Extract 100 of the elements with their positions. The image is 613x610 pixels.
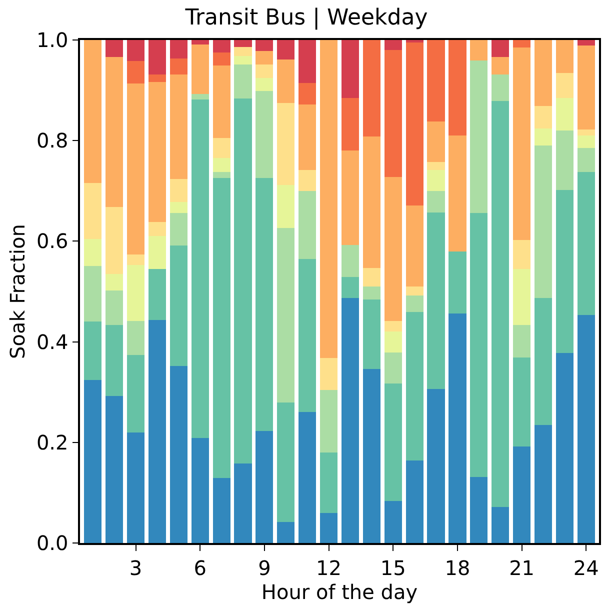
bar xyxy=(320,452,338,513)
bar xyxy=(427,389,445,543)
bar xyxy=(577,46,595,130)
bar xyxy=(384,40,402,50)
bar xyxy=(534,128,552,146)
bar xyxy=(84,40,102,183)
bar xyxy=(577,136,595,148)
bar xyxy=(470,213,488,478)
bar xyxy=(126,432,145,543)
bar xyxy=(384,50,402,177)
bar xyxy=(406,40,424,43)
bar xyxy=(148,82,166,222)
bar xyxy=(277,40,295,60)
bar xyxy=(298,82,316,104)
bar xyxy=(256,430,274,543)
bar xyxy=(84,322,102,380)
bar xyxy=(470,60,488,214)
bar xyxy=(148,40,166,75)
bar xyxy=(577,40,595,46)
bar xyxy=(212,66,230,138)
bar xyxy=(470,40,488,61)
bar xyxy=(362,300,380,369)
x-tick-label: 24 xyxy=(573,556,599,580)
bar xyxy=(106,325,124,396)
bar xyxy=(513,325,531,358)
bar xyxy=(513,446,531,543)
bar xyxy=(406,296,424,312)
bar xyxy=(277,522,295,543)
bar xyxy=(384,352,402,384)
bar xyxy=(534,146,552,298)
bar xyxy=(492,506,510,543)
y-tick-label: 0.8 xyxy=(36,128,68,153)
x-axis-title: Hour of the day xyxy=(261,580,418,604)
bar xyxy=(126,40,145,62)
bar xyxy=(448,136,466,252)
y-tick-label: 0.0 xyxy=(36,531,68,555)
x-tick-label: 18 xyxy=(444,556,470,580)
bar xyxy=(341,98,360,151)
bar xyxy=(362,368,380,543)
bar xyxy=(212,158,230,172)
bar xyxy=(320,358,338,390)
bar xyxy=(277,228,295,403)
bar xyxy=(170,366,188,543)
bar xyxy=(320,40,338,358)
bar xyxy=(126,354,145,432)
bar xyxy=(298,190,316,259)
bar xyxy=(534,40,552,106)
bar xyxy=(234,98,252,464)
bar xyxy=(448,314,466,543)
bar xyxy=(106,207,124,274)
bar xyxy=(298,40,316,83)
bar xyxy=(513,48,531,240)
bar xyxy=(126,61,145,84)
bar xyxy=(556,73,574,98)
bar xyxy=(277,60,295,103)
bar xyxy=(234,56,252,65)
bar xyxy=(384,176,402,322)
bar xyxy=(577,130,595,136)
bar xyxy=(170,202,188,214)
bar xyxy=(556,98,574,131)
bar xyxy=(513,40,531,48)
bar xyxy=(577,172,595,316)
bar xyxy=(148,222,166,236)
bar xyxy=(212,172,230,178)
bar xyxy=(427,40,445,122)
bar xyxy=(577,315,595,543)
bar xyxy=(148,236,166,269)
bar xyxy=(534,298,552,425)
bar xyxy=(256,78,274,91)
bar xyxy=(384,332,402,352)
bar xyxy=(513,268,531,326)
bar xyxy=(126,254,145,265)
bar xyxy=(406,286,424,296)
bar xyxy=(212,52,230,66)
bar xyxy=(427,190,445,213)
bar xyxy=(170,58,188,75)
bar xyxy=(170,74,188,179)
bar xyxy=(212,178,230,478)
bar xyxy=(427,162,445,170)
bar xyxy=(362,136,380,268)
bar xyxy=(126,83,145,254)
bar xyxy=(513,240,531,269)
bar xyxy=(256,64,274,78)
bar xyxy=(191,40,209,45)
bar xyxy=(277,102,295,185)
bar xyxy=(148,320,166,543)
bar xyxy=(406,205,424,286)
bar xyxy=(577,148,595,172)
bar xyxy=(148,74,166,82)
bar xyxy=(106,290,124,326)
bar xyxy=(427,212,445,390)
bar xyxy=(106,396,124,543)
bar xyxy=(341,40,360,98)
bar xyxy=(191,94,209,100)
y-tick-label: 0.6 xyxy=(36,229,68,254)
bar xyxy=(212,138,230,158)
bar xyxy=(384,500,402,543)
bar xyxy=(556,190,574,353)
bar xyxy=(492,100,510,507)
bar xyxy=(384,384,402,501)
